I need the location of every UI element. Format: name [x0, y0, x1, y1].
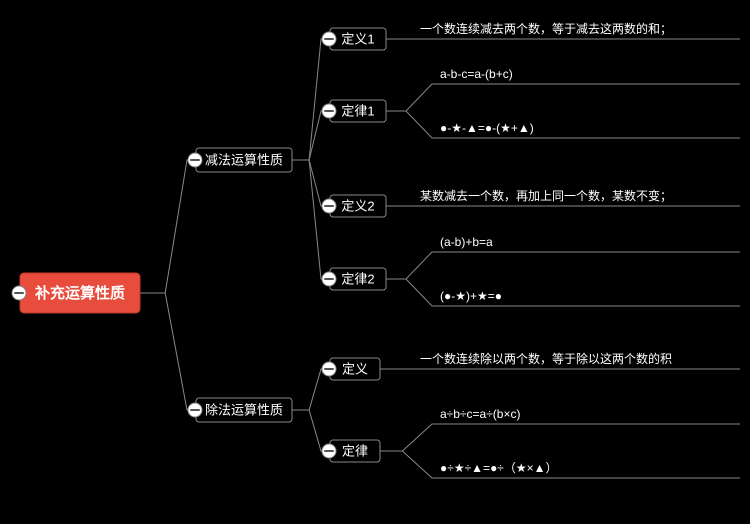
node-n1[interactable]: 减法运算性质 — [188, 148, 292, 172]
node-label: 定义2 — [341, 198, 374, 213]
leaf-text: (●-★)+★=● — [440, 289, 502, 303]
edge — [292, 39, 330, 160]
leaf-connector — [386, 279, 436, 306]
leaf-connector — [386, 84, 436, 111]
leaf-text: 某数减去一个数，再加上同一个数，某数不变； — [420, 188, 672, 203]
node-label: 定义 — [342, 361, 368, 376]
leaf-text: a-b-c=a-(b+c) — [440, 67, 513, 81]
node-n1c[interactable]: 定义2 — [322, 195, 386, 217]
leaf-text: a÷b÷c=a÷(b×c) — [440, 407, 520, 421]
edge — [292, 160, 330, 279]
node-label: 定律 — [342, 443, 368, 458]
node-n2[interactable]: 除法运算性质 — [188, 398, 292, 422]
edges-layer — [140, 39, 330, 451]
node-n2b[interactable]: 定律 — [322, 440, 380, 462]
node-n2a[interactable]: 定义 — [322, 358, 380, 380]
edge — [140, 160, 196, 293]
root-label: 补充运算性质 — [34, 284, 125, 302]
edge — [292, 410, 330, 451]
collapse-toggle-n1a[interactable] — [322, 32, 336, 46]
root-node[interactable]: 补充运算性质 — [12, 273, 140, 313]
edge — [292, 369, 330, 410]
leaf-text: 一个数连续除以两个数，等于除以这两个数的积 — [420, 351, 672, 366]
collapse-toggle-n2[interactable] — [188, 403, 202, 417]
leaf-text: (a-b)+b=a — [440, 235, 493, 249]
node-n1d[interactable]: 定律2 — [322, 268, 386, 290]
collapse-toggle-n1b[interactable] — [322, 104, 336, 118]
leaf-text: ●÷★÷▲=●÷（★×▲） — [440, 461, 558, 475]
collapse-toggle-n1c[interactable] — [322, 199, 336, 213]
leaf-connector — [386, 111, 436, 138]
node-label: 减法运算性质 — [205, 152, 283, 167]
edge — [292, 111, 330, 160]
node-n1a[interactable]: 定义1 — [322, 28, 386, 50]
collapse-toggle-n1[interactable] — [188, 153, 202, 167]
leaf-connector — [380, 451, 436, 478]
node-label: 定律2 — [341, 271, 374, 286]
node-label: 除法运算性质 — [205, 402, 283, 417]
leaf-text: 一个数连续减去两个数，等于减去这两数的和； — [420, 21, 672, 36]
edge — [140, 293, 196, 410]
leaves-layer: 一个数连续减去两个数，等于减去这两数的和； a-b-c=a-(b+c) ●-★-▲=… — [380, 21, 740, 478]
node-label: 定律1 — [341, 103, 374, 118]
node-label: 定义1 — [341, 31, 374, 46]
leaf-connector — [380, 424, 436, 451]
collapse-toggle-n2a[interactable] — [322, 362, 336, 376]
collapse-toggle-root[interactable] — [12, 286, 26, 300]
mindmap-canvas: 一个数连续减去两个数，等于减去这两数的和； a-b-c=a-(b+c) ●-★-▲=… — [0, 0, 750, 524]
leaf-connector — [386, 252, 436, 279]
leaf-text: ●-★-▲=●-(★+▲) — [440, 121, 534, 135]
collapse-toggle-n1d[interactable] — [322, 272, 336, 286]
node-n1b[interactable]: 定律1 — [322, 100, 386, 122]
collapse-toggle-n2b[interactable] — [322, 444, 336, 458]
